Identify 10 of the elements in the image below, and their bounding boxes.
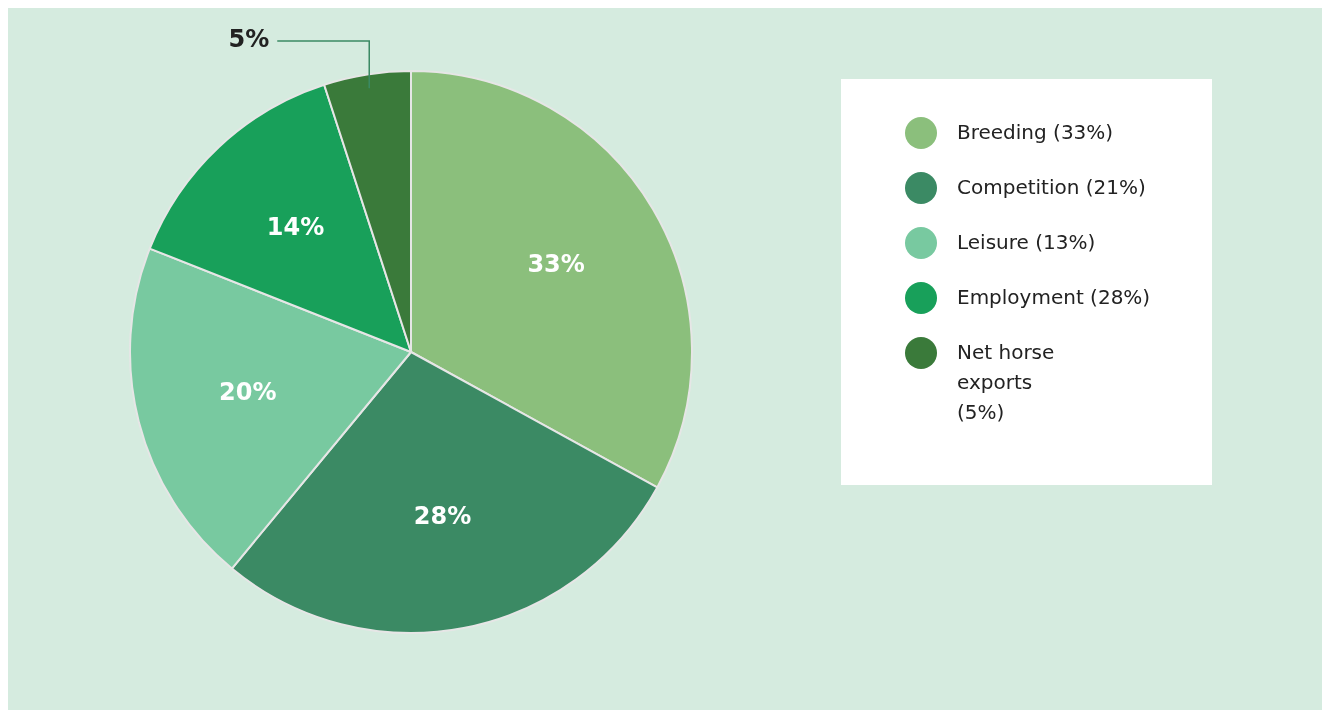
- data-label: 20%: [218, 378, 277, 407]
- data-label: 14%: [266, 213, 325, 242]
- data-label: 28%: [413, 501, 472, 530]
- data-label: 5%: [228, 25, 270, 54]
- legend-label: Net horse exports (5%): [957, 339, 1056, 426]
- legend-label: Employment (28%): [957, 284, 1152, 311]
- legend-label: Leisure (13%): [957, 229, 1097, 256]
- data-label: 33%: [527, 250, 585, 279]
- legend-label: Breeding (33%): [957, 119, 1115, 146]
- legend-label: Competition (21%): [957, 174, 1147, 201]
